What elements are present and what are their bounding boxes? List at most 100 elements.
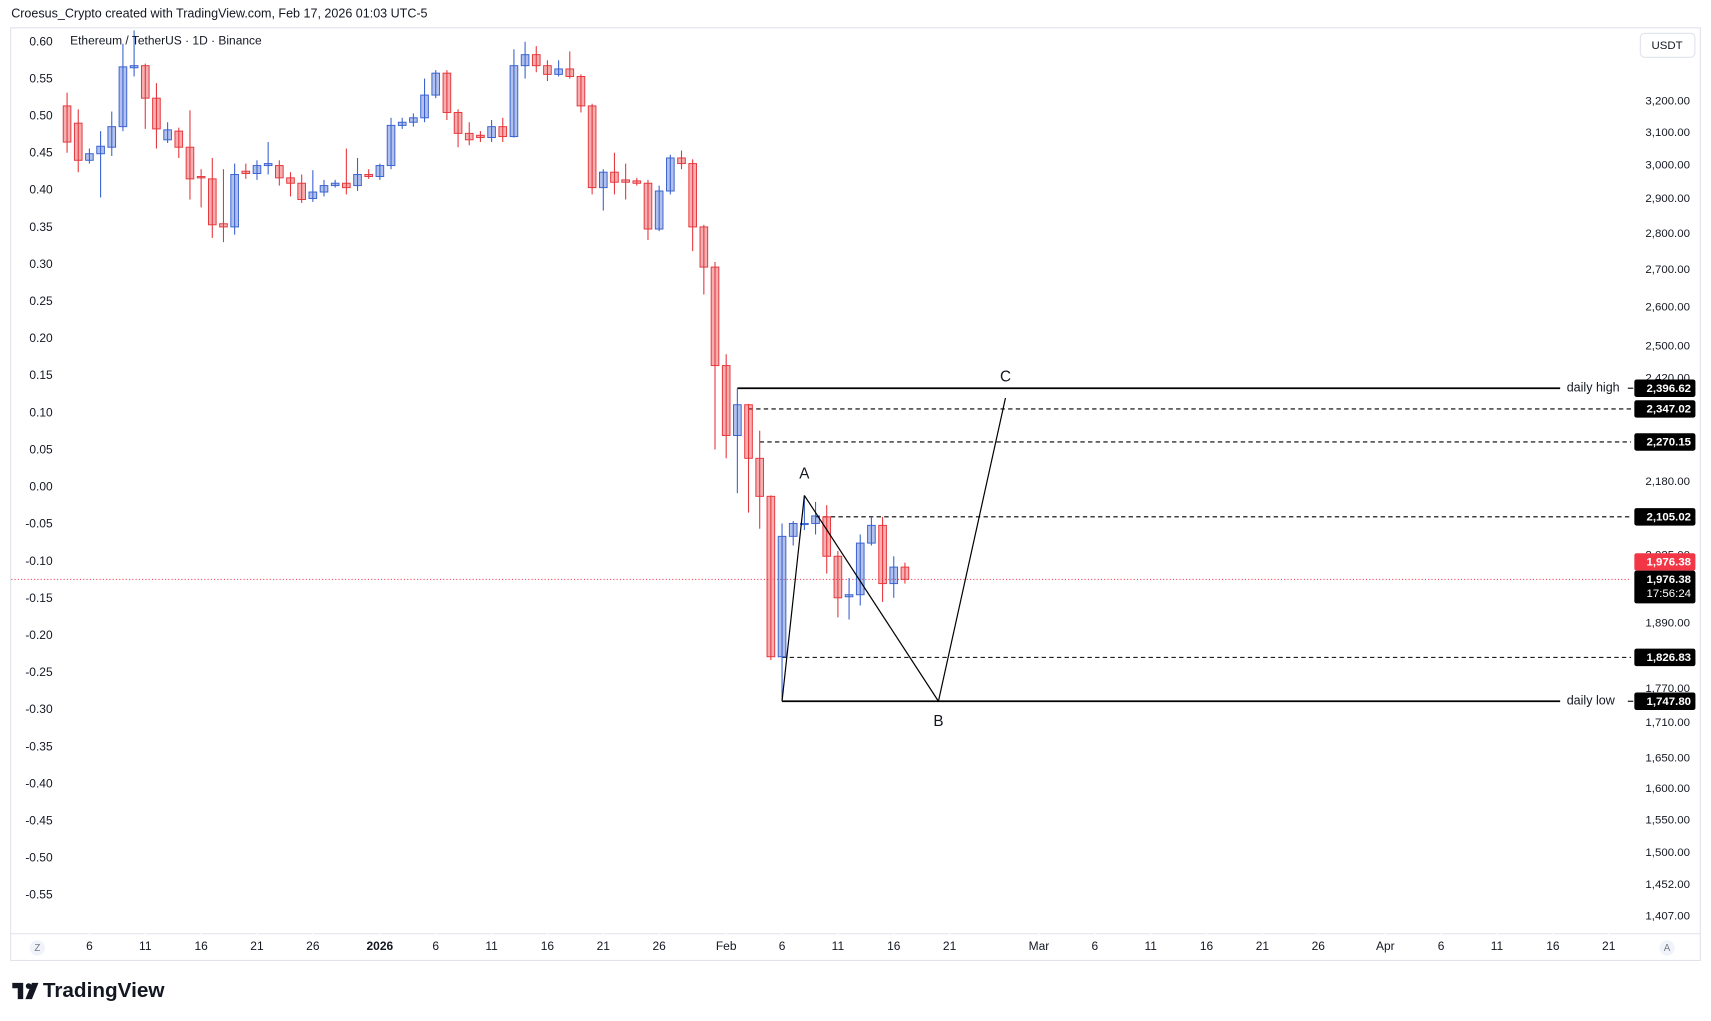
level-price-label-box <box>1634 508 1696 526</box>
x-tick-label: 16 <box>541 939 555 953</box>
x-tick-label: 21 <box>1256 939 1270 953</box>
candle-body <box>610 171 619 183</box>
candle-body <box>129 65 139 69</box>
chart-frame <box>10 27 1701 962</box>
y-tick-label: 2,700.00 <box>1645 264 1690 276</box>
candle-body <box>85 153 94 161</box>
level-text: daily high <box>1567 381 1620 395</box>
level-price-label: 1,747.80 <box>1647 696 1692 708</box>
level-price-label: 1,826.83 <box>1647 652 1692 664</box>
x-tick-label: Mar <box>1029 939 1050 953</box>
candle-body <box>174 130 184 148</box>
pattern-label: C <box>1000 368 1011 385</box>
candle-body <box>442 72 452 113</box>
candle-body <box>330 182 340 187</box>
currency-button[interactable] <box>1639 32 1696 58</box>
x-tick-label: 11 <box>1491 939 1504 953</box>
candle-body <box>364 174 374 178</box>
y-tick-label: 3,100.00 <box>1645 127 1690 139</box>
x-tick-label: 6 <box>1092 939 1099 953</box>
y-tick-label: 3,200.00 <box>1645 96 1690 108</box>
candle-body <box>621 179 630 183</box>
candle-body <box>733 404 742 436</box>
candle-body <box>520 54 530 67</box>
y2-tick-label: -0.15 <box>25 591 53 605</box>
candle-body <box>632 180 642 184</box>
candle-body <box>744 404 753 459</box>
y2-tick-label: 0.40 <box>29 183 53 197</box>
y-tick-label: 2,180.00 <box>1645 476 1690 488</box>
candle-body <box>800 522 809 526</box>
y-tick-label: 2,500.00 <box>1645 340 1690 352</box>
x-tick-label: 11 <box>485 939 498 953</box>
y2-tick-label: 0.15 <box>29 368 53 382</box>
candle-body <box>699 226 709 268</box>
candle-body <box>241 170 251 175</box>
candle-body <box>263 163 273 167</box>
y2-tick-label: 0.00 <box>29 480 53 494</box>
candle-body <box>766 495 776 658</box>
y-tick-label: 1,500.00 <box>1645 847 1690 859</box>
y2-tick-label: -0.25 <box>25 665 53 679</box>
y2-tick-label: 0.10 <box>29 405 53 419</box>
y2-tick-label: -0.45 <box>25 813 53 827</box>
y-tick-label: 2,800.00 <box>1645 228 1690 240</box>
candle-body <box>353 174 362 187</box>
candle-body <box>688 163 697 228</box>
chart-title: Ethereum / TetherUS · 1D · Binance <box>70 34 262 48</box>
level-price-label-box <box>1634 400 1696 418</box>
y-tick-label: 1,650.00 <box>1645 752 1690 764</box>
candle-body <box>710 266 720 367</box>
auto-scale-button[interactable] <box>1659 940 1675 956</box>
auto-scale-button-label: A <box>1664 943 1671 954</box>
candle-body <box>777 535 787 658</box>
level-price-label: 2,347.02 <box>1647 404 1692 416</box>
candle-body <box>755 457 765 497</box>
x-tick-label: 6 <box>432 939 439 953</box>
y2-tick-label: 0.20 <box>29 331 53 345</box>
candle-body <box>397 121 407 126</box>
y2-tick-label: 0.60 <box>29 34 53 48</box>
candle-body <box>431 72 441 96</box>
y2-tick-label: -0.05 <box>25 517 53 531</box>
candle-body <box>152 97 161 130</box>
y2-tick-label: -0.20 <box>25 628 53 642</box>
candle-body <box>252 165 262 175</box>
candle-body <box>297 182 306 201</box>
y2-tick-label: -0.35 <box>25 739 53 753</box>
candle-body <box>96 145 105 155</box>
level-text: daily low <box>1567 694 1616 708</box>
candle-body <box>833 555 843 599</box>
timezone-button[interactable] <box>29 940 46 956</box>
level-price-label: 2,105.02 <box>1647 511 1692 523</box>
x-tick-label: 21 <box>1602 939 1616 953</box>
y2-tick-label: 0.25 <box>29 294 53 308</box>
level-price-label-box <box>1634 648 1696 667</box>
candle-body <box>531 54 541 67</box>
currency-label: USDT <box>1651 40 1682 52</box>
candle-body <box>118 66 128 128</box>
candle-body <box>565 68 575 77</box>
candle-body <box>498 126 508 138</box>
countdown: 17:56:24 <box>1647 588 1692 600</box>
y-tick-label: 1,452.00 <box>1645 879 1690 891</box>
x-tick-label: 6 <box>1438 939 1445 953</box>
y-tick-label: 1,710.00 <box>1645 717 1690 729</box>
y2-tick-label: -0.55 <box>25 888 53 902</box>
x-tick-label: 21 <box>943 939 957 953</box>
candle-body <box>721 365 731 436</box>
pattern-line <box>781 495 805 702</box>
x-tick-label: 16 <box>194 939 208 953</box>
level-price-label: 2,396.62 <box>1647 383 1692 395</box>
y-tick-label: 1,407.00 <box>1645 910 1690 922</box>
candle-body <box>453 111 463 134</box>
y2-tick-label: -0.50 <box>25 851 53 865</box>
candle-body <box>666 157 675 192</box>
level-price-label: 2,270.15 <box>1647 437 1692 449</box>
x-tick-label: 6 <box>779 939 786 953</box>
level-price-label-box <box>1634 692 1696 710</box>
candle-body <box>107 126 117 148</box>
candle-body <box>319 185 329 193</box>
